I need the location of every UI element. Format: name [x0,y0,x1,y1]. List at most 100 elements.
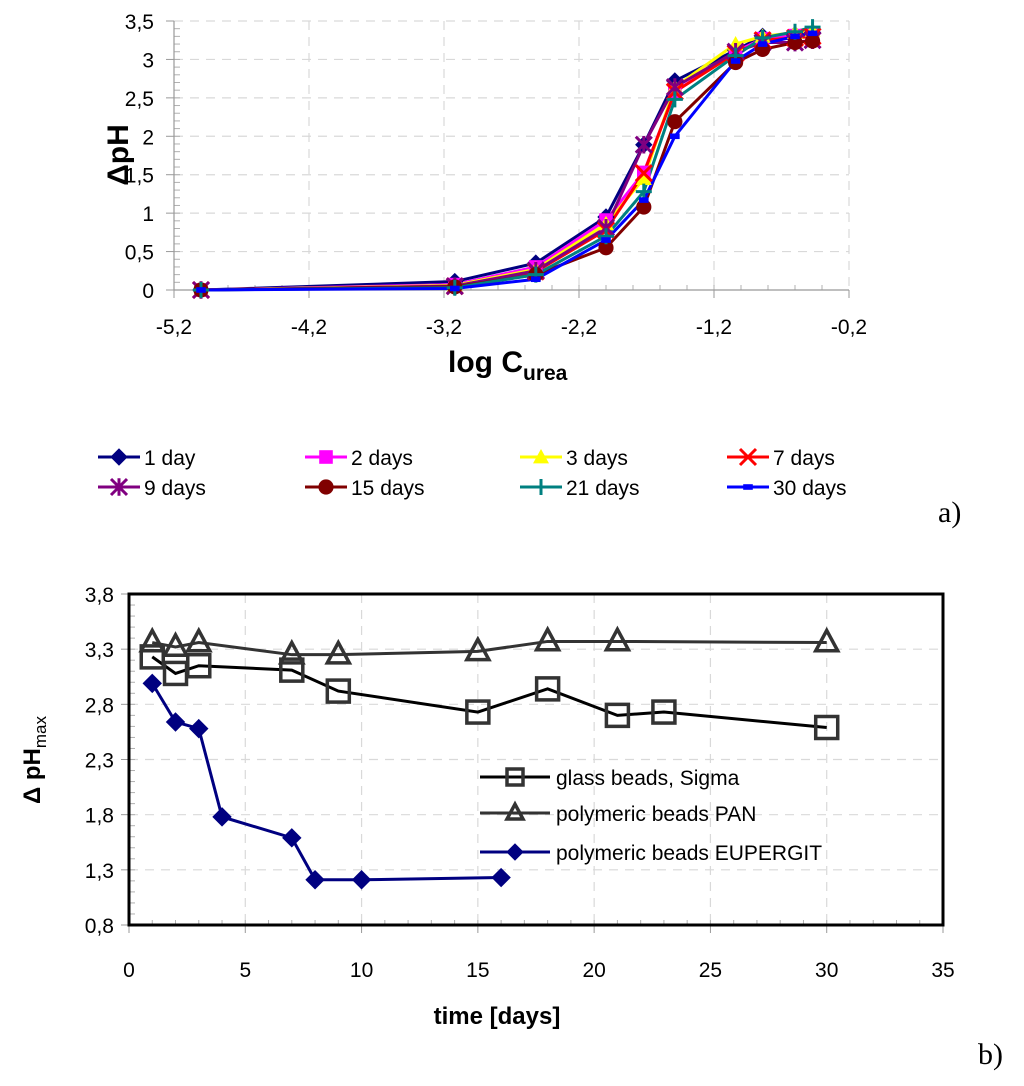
data-point [670,133,680,140]
data-point [165,712,186,732]
y-tick-label: 0,8 [85,915,114,938]
chart-b: 0,8 1,3 1,8 2,3 2,8 3,3 3,8 0 5 10 15 20 25 30 35 Δ pH… [19,584,1003,1071]
chart-a-tick-labels: 0 0,5 1 1,5 2 2,5 3 3,5 -5,2 -4,2 -3,2 -2,2 -1,2 -0,2 [125,11,867,339]
legend-item: 1 day [98,447,196,470]
x-tick-label: -0,2 [831,316,867,339]
series-polymeric-beads-EUPERGIT [142,673,511,890]
legend-item: 21 days [520,477,640,500]
data-point [282,828,302,848]
y-tick-label: 0 [142,280,154,303]
data-point [604,702,631,729]
legend-marker [318,479,334,495]
markers-30-days [196,30,818,293]
chart-a-grid [174,20,850,290]
legend-label: 21 days [566,477,640,500]
chart-a-y-axis-title: ΔpH [102,124,135,186]
panel-label-a: a) [938,496,961,529]
series-9-days [200,38,813,292]
y-tick-label: 2,5 [125,88,154,111]
legend-marker [319,450,333,464]
x-tick-label: 5 [239,959,251,982]
data-point [636,199,652,215]
legend-label: 2 days [351,447,413,470]
data-point [667,114,683,130]
data-point [730,58,741,64]
data-point [666,91,683,108]
y-tick-label: 1,3 [85,860,114,883]
data-point [533,625,562,652]
data-point [534,676,561,702]
legend-marker [504,800,526,821]
y-tick-label: 0,5 [125,242,154,265]
series-polymeric-beads-PAN [138,625,841,665]
data-point [491,867,511,888]
y-tick-label: 3 [142,49,154,72]
chart-b-tick-labels: 0,8 1,3 1,8 2,3 2,8 3,3 3,8 0 5 10 15 20 25 30 35 [85,584,955,982]
x-tick-label: -3,2 [426,316,462,339]
data-point [212,807,232,827]
series-21-days [200,25,813,292]
chart-b-axes [121,592,945,933]
data-point [813,714,840,741]
legend-item: 3 days [520,447,628,470]
data-point [651,699,677,725]
legend-label: polymeric beads PAN [556,803,756,826]
legend-label: 9 days [144,477,206,500]
x-tick-label: -5,2 [156,316,192,339]
markers-2-days [194,27,820,297]
y-tick-label: 3,5 [125,11,154,34]
data-point [196,287,206,293]
data-point [601,237,611,243]
data-point [757,41,768,47]
x-tick-label: 30 [815,959,838,982]
y-tick-label: 2 [142,126,154,149]
legend-item: 9 days [98,477,206,500]
data-point [603,625,632,652]
legend-marker [533,479,549,495]
y-tick-label: 3,8 [85,584,114,607]
x-tick-label: -2,2 [561,316,597,339]
chart-b-y-axis-title: Δ pHmax [19,715,50,804]
data-point [351,870,372,890]
data-point [450,285,460,292]
panel-label-b: b) [978,1038,1003,1071]
data-point [161,631,190,657]
data-point [463,635,492,662]
legend-item: 2 days [305,447,413,470]
data-point [324,638,353,665]
y-tick-label: 2,3 [85,750,114,773]
legend-marker [110,448,128,466]
data-point [531,276,541,283]
y-tick-label: 2,8 [85,694,114,717]
legend-marker [738,447,758,467]
data-point [277,638,306,665]
chart-b-legend: glass beads, Sigma polymeric beads PAN pol… [480,767,822,865]
x-tick-label: -1,2 [696,316,732,339]
legend-label: 1 day [144,447,196,470]
data-point [305,870,325,890]
data-point [325,678,352,704]
data-point [804,33,821,49]
legend-label: 3 days [566,447,628,470]
legend-marker [506,843,524,861]
legend-label: glass beads, Sigma [556,767,740,790]
data-point [186,652,212,679]
x-tick-label: 25 [699,959,722,982]
data-point [189,718,209,739]
chart-b-series [138,625,841,890]
legend-marker [533,449,549,464]
chart-a-x-axis-title-sub: urea [523,362,568,385]
y-tick-label: 1,8 [85,805,114,828]
series-line [200,38,813,292]
plot-frame [127,592,945,927]
series-30-days [200,31,813,292]
y-tick-label: 1 [142,203,154,226]
chart-a-x-axis-title-main: log C [448,346,523,379]
x-tick-label: 35 [931,959,954,982]
chart-a-legend: 1 day 2 days 3 days 7 days 9 days 15 days 21 d… [98,447,847,500]
legend-item: 30 days [727,477,847,500]
data-point [790,33,800,40]
data-point [184,626,213,653]
chart-a-series [191,19,822,300]
series-glass-beads-Sigma [139,644,840,741]
